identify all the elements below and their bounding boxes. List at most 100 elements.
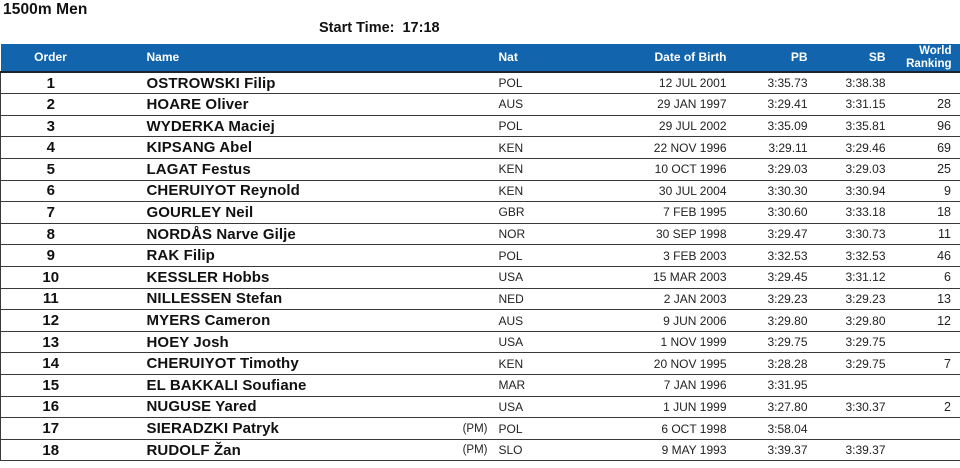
- cell-dob: 29 JUL 2002: [658, 119, 727, 134]
- cell-nat: USA: [498, 335, 524, 350]
- header-order: Order: [0, 44, 101, 72]
- cell-dob: 15 MAR 2003: [653, 270, 727, 285]
- cell-pm: [453, 115, 493, 137]
- cell-sb: 3:29.46: [845, 140, 886, 155]
- cell-world-ranking: 28: [889, 93, 960, 116]
- cell-pb: 3:29.41: [767, 97, 808, 112]
- cell-nat: KEN: [498, 356, 524, 371]
- cell-dob: 20 NOV 1995: [653, 356, 727, 371]
- cell-sb: 3:29.75: [845, 356, 886, 371]
- cell-pb: 3:28.28: [767, 356, 808, 371]
- cell-world-ranking: [889, 439, 960, 461]
- cell-sb: 3:29.80: [845, 313, 886, 328]
- cell-pm: [453, 180, 493, 202]
- cell-dob: 29 JAN 1997: [657, 97, 727, 112]
- cell-world-ranking: 46: [889, 244, 960, 267]
- cell-order: 11: [0, 288, 101, 310]
- cell-nat: NED: [498, 291, 524, 306]
- table-row: 1 OSTROWSKI Filip POL 12 JUL 2001 3:35.73 3:3…: [0, 72, 960, 94]
- cell-name: NUGUSE Yared: [146, 398, 257, 416]
- cell-pm: [453, 310, 493, 332]
- cell-sb: 3:31.12: [845, 270, 886, 285]
- cell-pb: 3:30.60: [767, 205, 808, 220]
- cell-world-ranking: [889, 417, 960, 440]
- cell-sb: 3:35.81: [845, 119, 886, 134]
- cell-name: EL BAKKALI Soufiane: [146, 376, 307, 394]
- cell-pb: 3:35.09: [767, 119, 808, 134]
- cell-sb: [813, 418, 890, 440]
- cell-order: 15: [0, 374, 101, 397]
- cell-order: 9: [0, 244, 101, 267]
- cell-sb: 3:29.75: [845, 335, 886, 350]
- cell-sb: 3:29.23: [845, 291, 886, 306]
- cell-name: GOURLEY Neil: [146, 203, 254, 221]
- cell-dob: 9 MAY 1993: [661, 443, 727, 458]
- header-world-ranking: World Ranking: [889, 44, 960, 72]
- cell-name: OSTROWSKI Filip: [146, 74, 276, 92]
- cell-nat: KEN: [498, 140, 524, 155]
- cell-pm: [453, 202, 493, 224]
- table-header: Order Name Nat Date of Birth PB SB World…: [0, 44, 960, 72]
- cell-pb: 3:29.75: [767, 335, 808, 350]
- table-row: 3 WYDERKA Maciej POL 29 JUL 2002 3:35.09 3:35…: [0, 115, 960, 137]
- cell-world-ranking: 18: [889, 201, 960, 224]
- table-row: 8 NORDÅS Narve Gilje NOR 30 SEP 1998 3:29.47…: [0, 223, 960, 245]
- cell-nat: USA: [498, 270, 524, 285]
- cell-name: WYDERKA Maciej: [146, 117, 275, 135]
- cell-dob: 6 OCT 1998: [661, 421, 727, 436]
- cell-pb: 3:29.80: [767, 313, 808, 328]
- cell-pb: 3:29.45: [767, 270, 808, 285]
- cell-name: HOEY Josh: [146, 333, 229, 351]
- page-title: 1500m Men: [3, 1, 88, 18]
- cell-dob: 9 JUN 2006: [663, 313, 727, 328]
- cell-nat: POL: [498, 421, 523, 436]
- cell-pm: (PM): [462, 444, 488, 457]
- cell-name: CHERUIYOT Reynold: [146, 182, 300, 200]
- cell-order: 5: [0, 158, 101, 181]
- header-pm: [452, 44, 493, 72]
- start-time-label: Start Time:: [319, 20, 395, 36]
- header-date-of-birth: Date of Birth: [560, 44, 731, 72]
- cell-nat: AUS: [498, 313, 524, 328]
- cell-order: 17: [0, 417, 101, 440]
- cell-order: 10: [0, 266, 101, 289]
- table-row: 11 NILLESSEN Stefan NED 2 JAN 2003 3:29.23 3:…: [0, 288, 960, 310]
- cell-nat: KEN: [498, 183, 524, 198]
- cell-nat: USA: [498, 399, 524, 414]
- cell-order: 16: [0, 396, 101, 418]
- table-row: 18 RUDOLF Žan (PM) SLO 9 MAY 1993 3:39.37 3:39…: [0, 439, 960, 461]
- start-time-value: 17:18: [402, 20, 440, 36]
- cell-world-ranking: 25: [889, 158, 960, 181]
- cell-world-ranking: 69: [889, 136, 960, 159]
- cell-name: MYERS Cameron: [146, 312, 271, 329]
- cell-name: KESSLER Hobbs: [146, 268, 270, 286]
- cell-dob: 1 JUN 1999: [663, 399, 727, 414]
- cell-pm: [453, 375, 493, 397]
- cell-pm: [453, 72, 493, 94]
- header-name: Name: [100, 44, 453, 72]
- cell-world-ranking: 2: [889, 396, 960, 418]
- cell-pm: [453, 288, 493, 310]
- table-row: 12 MYERS Cameron AUS 9 JUN 2006 3:29.80 3:29.…: [0, 309, 960, 332]
- cell-sb: 3:30.73: [845, 227, 886, 242]
- header-nat: Nat: [492, 44, 561, 72]
- cell-pb: 3:58.04: [767, 421, 808, 436]
- cell-pb: 3:31.95: [767, 378, 808, 393]
- cell-world-ranking: 9: [889, 180, 960, 202]
- cell-order: 4: [0, 136, 101, 159]
- cell-nat: KEN: [498, 162, 524, 177]
- cell-nat: SLO: [498, 443, 523, 458]
- cell-dob: 7 JAN 1996: [663, 378, 727, 393]
- cell-pm: [453, 396, 493, 418]
- cell-order: 18: [0, 439, 101, 461]
- table-row: 7 GOURLEY Neil GBR 7 FEB 1995 3:30.60 3:33.18…: [0, 201, 960, 224]
- cell-pb: 3:35.73: [767, 76, 808, 91]
- cell-order: 1: [0, 72, 101, 94]
- table-row: 15 EL BAKKALI Soufiane MAR 7 JAN 1996 3:31.9…: [0, 374, 960, 397]
- cell-sb: 3:29.03: [845, 162, 886, 177]
- cell-nat: POL: [498, 119, 523, 134]
- cell-nat: POL: [498, 248, 523, 263]
- cell-name: SIERADZKI Patryk: [146, 420, 279, 438]
- cell-pm: (PM): [462, 422, 488, 435]
